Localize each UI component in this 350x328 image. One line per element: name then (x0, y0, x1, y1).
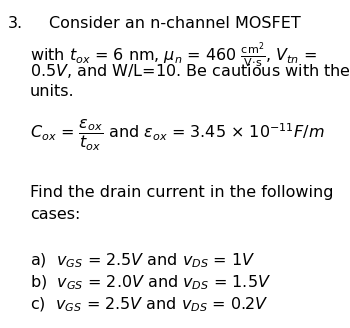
Text: 3.: 3. (8, 16, 23, 31)
Text: $C_{ox}$ = $\dfrac{\epsilon_{ox}}{t_{ox}}$ and $\epsilon_{ox}$ = 3.45 × 10$^{-11: $C_{ox}$ = $\dfrac{\epsilon_{ox}}{t_{ox}… (30, 118, 324, 154)
Text: Find the drain current in the following: Find the drain current in the following (30, 185, 334, 200)
Text: a)  $v_{GS}$ = 2.5$V$ and $v_{DS}$ = 1$V$: a) $v_{GS}$ = 2.5$V$ and $v_{DS}$ = 1$V$ (30, 252, 256, 270)
Text: with $t_{ox}$ = 6 nm, $\mu_n$ = 460 $\frac{\mathregular{cm}^2}{\mathregular{V{\c: with $t_{ox}$ = 6 nm, $\mu_n$ = 460 $\fr… (30, 40, 317, 70)
Text: units.: units. (30, 84, 75, 99)
Text: Consider an n-channel MOSFET: Consider an n-channel MOSFET (49, 16, 301, 31)
Text: 0.5$V$, and W/L=10. Be cautious with the: 0.5$V$, and W/L=10. Be cautious with the (30, 62, 350, 80)
Text: b)  $v_{GS}$ = 2.0$V$ and $v_{DS}$ = 1.5$V$: b) $v_{GS}$ = 2.0$V$ and $v_{DS}$ = 1.5$… (30, 274, 271, 292)
Text: c)  $v_{GS}$ = 2.5$V$ and $v_{DS}$ = 0.2$V$: c) $v_{GS}$ = 2.5$V$ and $v_{DS}$ = 0.2$… (30, 296, 269, 315)
Text: cases:: cases: (30, 207, 80, 222)
